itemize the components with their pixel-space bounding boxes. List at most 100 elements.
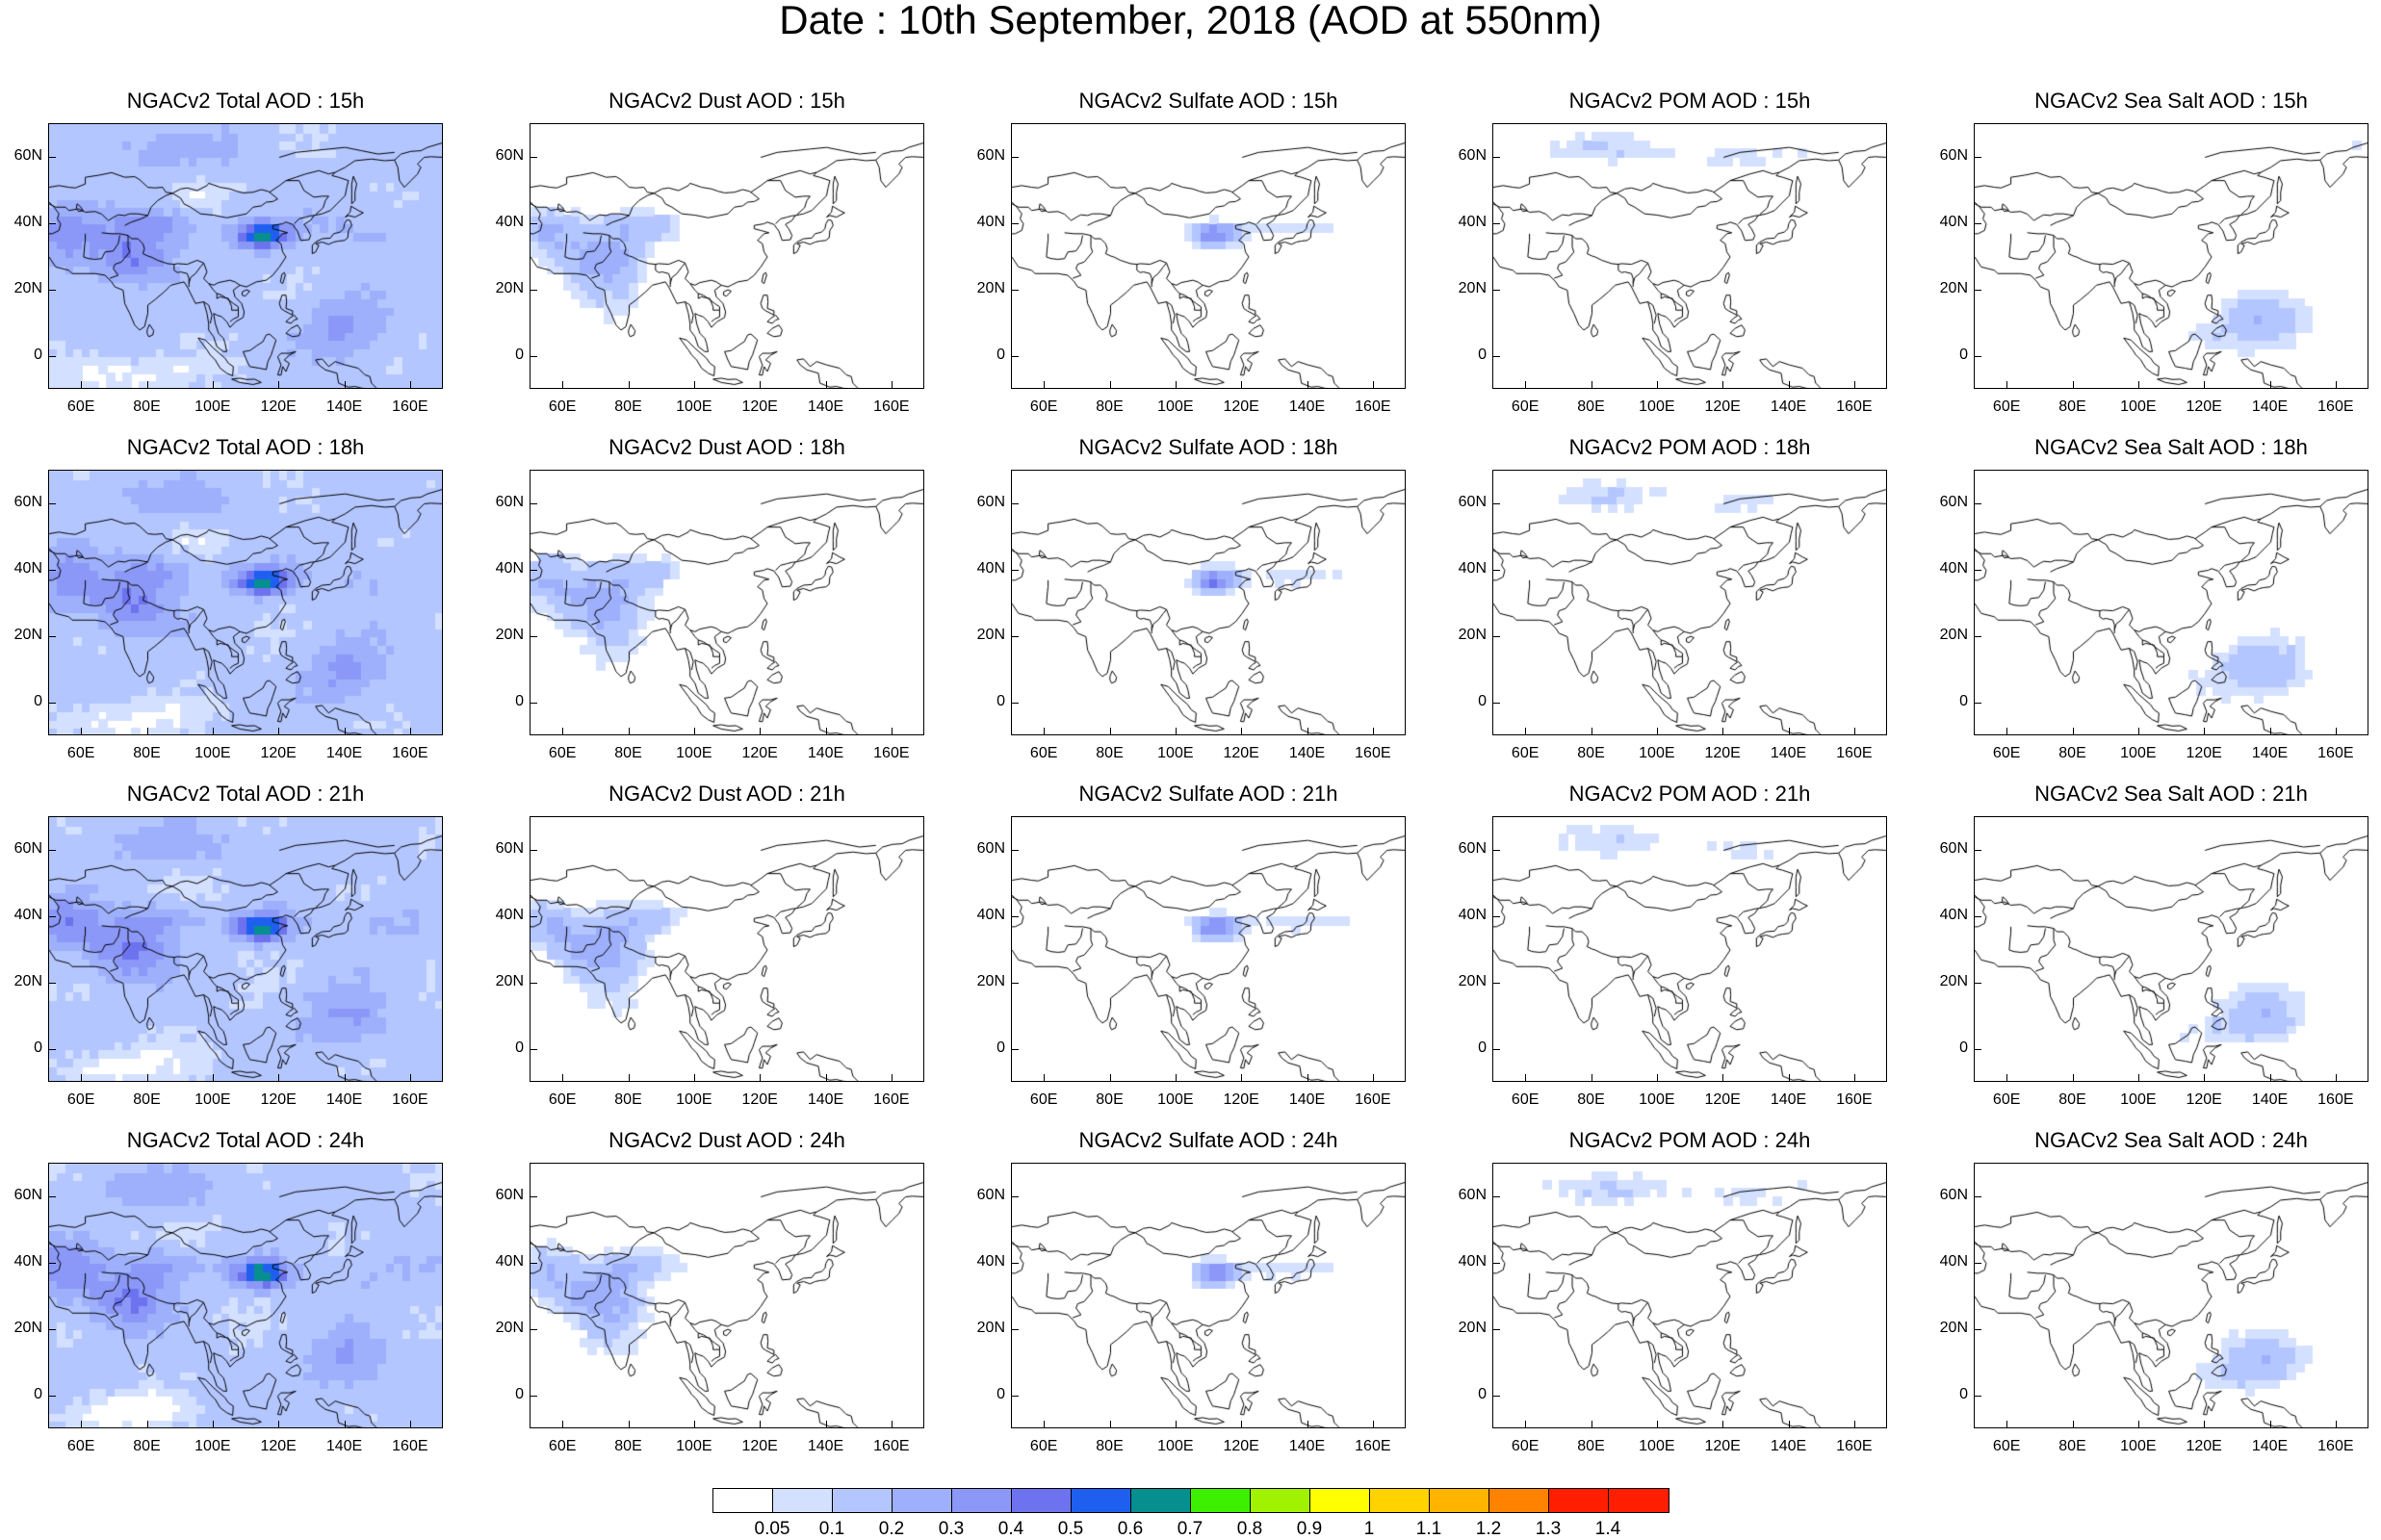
map-panel-seasalt-row-3 [1974,816,2368,1082]
lat-tick-mark [1011,569,1019,571]
lon-tick-label: 100E [1639,1438,1675,1454]
lat-tick-label: 20N [495,972,524,989]
lat-tick-mark [1011,915,1019,917]
lat-tick-label: 40N [1939,213,1968,230]
lon-tick-mark [825,381,827,389]
lat-tick-mark [48,289,56,291]
lon-tick-label: 140E [807,1438,844,1454]
lon-tick-label: 140E [325,1438,363,1454]
lat-tick-mark [1011,1395,1019,1397]
aod-field [49,817,442,1081]
colorbar-label: 0.5 [1057,1519,1084,1539]
lon-tick-label: 100E [1639,398,1675,415]
lat-tick-mark [48,1262,56,1264]
aod-field [1012,1164,1405,1427]
lon-tick-label: 140E [2251,1091,2289,1108]
lon-tick-mark [1525,1421,1527,1428]
lon-tick-label: 100E [2120,398,2157,415]
lat-tick-label: 20N [1939,626,1968,643]
lat-tick-mark [530,915,537,917]
colorbar-label: 1.4 [1594,1519,1621,1539]
figure-title: Date : 10th September, 2018 (AOD at 550n… [779,0,1602,42]
aod-field [1975,1164,2368,1427]
lon-tick-label: 80E [1096,1438,1124,1454]
lat-tick-mark [48,1328,56,1330]
lon-tick-mark [2335,1074,2337,1082]
lon-tick-mark [81,1074,83,1082]
lon-tick-mark [1044,1421,1046,1428]
lat-tick-mark [1974,982,1981,984]
lat-tick-label: 0 [996,692,1005,709]
map-panel-sulfate-row-3 [1011,816,1406,1082]
lon-tick-mark [146,1421,148,1428]
lat-tick-mark [530,502,537,504]
lat-tick-label: 0 [34,1385,42,1402]
lon-tick-label: 80E [2058,745,2086,761]
lat-tick-mark [1011,222,1019,224]
map-panel-pom-row-1 [1492,123,1887,389]
aod-field [1493,1164,1886,1427]
lat-tick-label: 0 [34,1039,42,1056]
panel-title: NGACv2 POM AOD : 21h [1568,782,1811,806]
lon-tick-label: 60E [1992,398,2021,415]
lon-tick-mark [409,381,411,389]
lon-tick-mark [212,728,214,735]
lat-tick-label: 20N [1458,972,1487,989]
lat-tick-mark [1492,635,1500,637]
lat-tick-label: 20N [1939,279,1968,296]
lon-tick-label: 160E [2317,1091,2354,1108]
lon-tick-label: 160E [2317,1438,2354,1454]
lon-tick-label: 120E [1223,1091,1259,1108]
lon-tick-mark [628,1421,630,1428]
lon-tick-mark [2072,1074,2074,1082]
lat-tick-label: 40N [495,213,524,230]
lat-tick-label: 0 [1959,1039,1968,1056]
map-panel-total-row-4 [48,1163,443,1428]
lat-tick-mark [1011,1195,1019,1197]
lat-tick-mark [48,702,56,704]
lon-tick-label: 140E [807,398,844,415]
lon-tick-mark [1044,381,1046,389]
lon-tick-label: 160E [1836,745,1873,761]
lon-tick-mark [693,1074,695,1082]
panel-title: NGACv2 Total AOD : 15h [126,89,365,113]
aod-field [1012,124,1405,388]
map-panel-sulfate-row-1 [1011,123,1406,389]
lat-tick-mark [1974,702,1981,704]
lon-tick-label: 160E [1355,1438,1391,1454]
lat-tick-label: 60N [1939,493,1968,510]
lat-tick-mark [48,502,56,504]
colorbar-swatch [952,1489,1012,1512]
colorbar-swatch [1430,1489,1489,1512]
lon-tick-mark [562,728,564,735]
lat-tick-label: 20N [495,626,524,643]
lat-tick-label: 60N [1939,839,1968,857]
lon-tick-label: 140E [325,398,363,415]
lon-tick-mark [1307,1074,1308,1082]
lon-tick-mark [2137,728,2139,735]
lon-tick-label: 160E [873,1438,910,1454]
aod-field [1493,471,1886,734]
colorbar-swatch [1310,1489,1370,1512]
lat-tick-mark [1492,355,1500,357]
lon-tick-label: 60E [1511,745,1540,761]
lon-tick-label: 100E [2120,1438,2157,1454]
lon-tick-label: 160E [1836,1438,1873,1454]
lon-tick-label: 80E [1096,1091,1124,1108]
lon-tick-label: 60E [548,745,577,761]
lon-tick-mark [1788,728,1790,735]
lat-tick-mark [1492,156,1500,158]
lon-tick-label: 100E [676,1091,712,1108]
lon-tick-label: 60E [1992,1091,2021,1108]
lon-tick-mark [1722,1421,1724,1428]
lon-tick-label: 160E [1836,398,1873,415]
lon-tick-label: 140E [807,745,844,761]
lat-tick-mark [1974,849,1981,851]
panel-title: NGACv2 Dust AOD : 15h [608,89,845,113]
lon-tick-mark [1307,1421,1308,1428]
lon-tick-label: 80E [2058,1438,2086,1454]
colorbar-label: 1.3 [1535,1519,1562,1539]
lon-tick-mark [344,1074,346,1082]
lon-tick-mark [2006,728,2008,735]
colorbar-label: 0.3 [938,1519,965,1539]
